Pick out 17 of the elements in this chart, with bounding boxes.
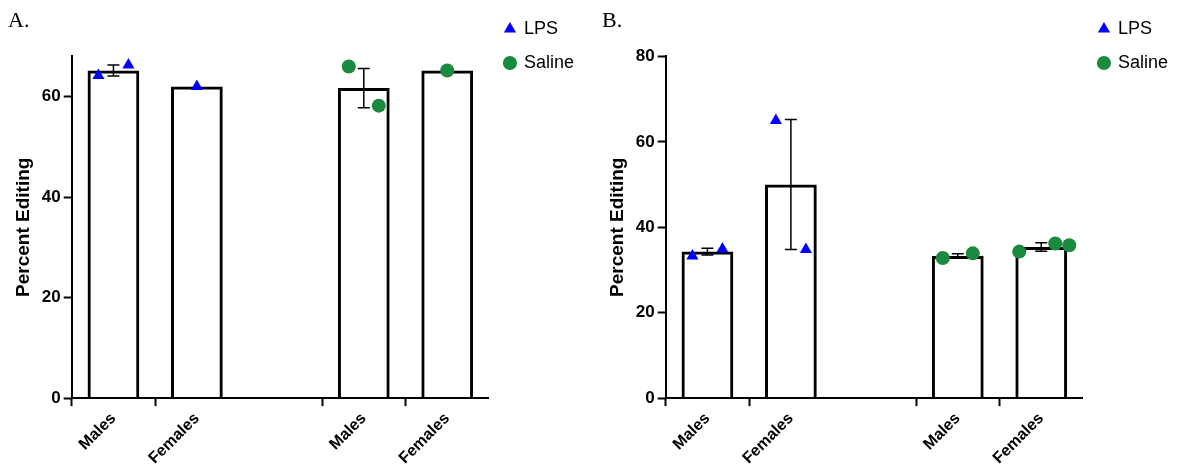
y-axis-title: Percent Editing (11, 157, 33, 297)
y-tick-label: 60 (635, 131, 655, 151)
legend-label: Saline (523, 51, 575, 72)
y-tick-label: 40 (635, 216, 655, 236)
legend-label: Saline (1117, 51, 1169, 72)
y-tick-label: 40 (41, 186, 61, 206)
legend-label: LPS (1117, 17, 1152, 38)
chart-title: A. (8, 6, 30, 32)
chart-title: B. (602, 6, 623, 32)
y-tick-label: 0 (645, 387, 655, 407)
legend-label: LPS (523, 17, 558, 38)
y-tick-label: 20 (41, 287, 61, 307)
y-axis-title: Percent Editing (605, 157, 627, 297)
y-tick-label: 60 (41, 86, 61, 106)
y-tick-label: 80 (635, 46, 655, 66)
y-tick-label: 20 (635, 302, 655, 322)
y-tick-label: 0 (51, 387, 61, 407)
